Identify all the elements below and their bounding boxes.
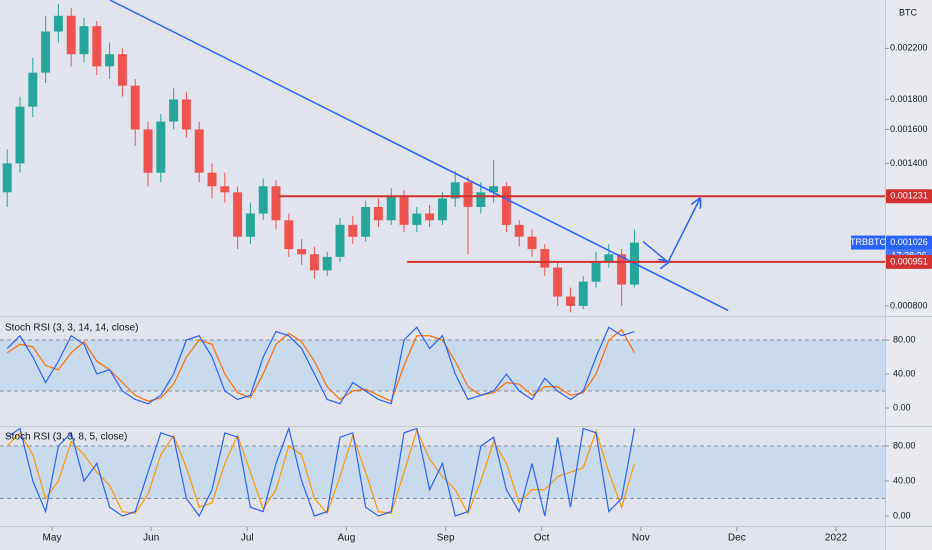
currency-label: BTC [899,7,918,17]
candle-body [105,54,115,67]
y-tick-label: 0.001600 [890,124,928,134]
trend-line [109,0,729,312]
candle-body [66,15,76,55]
candle-body [28,72,38,107]
candle-body [412,213,422,225]
candle-body [194,129,204,173]
candle-body [514,224,524,237]
candle-body [540,249,550,268]
y-tick-label: 40.00 [893,368,916,378]
candle-body [79,26,89,55]
candle-body [297,249,307,255]
projection-arrow [642,198,700,262]
x-tick-label: Jun [143,533,159,544]
candle-body [373,206,383,221]
x-tick-label: 2022 [825,533,848,544]
y-tick-label: 40.00 [893,475,916,485]
plot-background [0,0,885,550]
y-tick-label: 0.001400 [890,158,928,168]
candle-body [501,186,511,225]
candle-body [386,196,396,221]
candle-body [271,186,281,221]
x-tick-label: Nov [632,533,650,544]
y-tick-label: 0.001800 [890,94,928,104]
candle-body [437,198,447,221]
candle-body [233,192,243,237]
symbol-box [851,235,885,250]
y-tick-label: 0.000800 [890,300,928,310]
y-tick-label: 0.002200 [890,43,928,53]
candle-body [348,224,358,237]
y-tick-label: 0.00 [893,510,911,520]
candle-body [92,26,102,67]
candle-body [2,163,12,193]
candle-body [220,186,230,193]
x-tick-label: Aug [338,533,356,544]
price-label-box [886,235,932,250]
x-tick-label: Oct [534,533,550,544]
candle-body [425,213,435,221]
candle-body [258,186,268,214]
stoch-line [6,428,636,515]
price-label: 0.000951 [890,256,928,266]
x-tick-label: Dec [728,533,746,544]
price-label: 0.001231 [890,191,928,201]
price-label: 0.001026 [890,237,928,247]
candle-body [463,182,473,207]
price-label-box [886,254,932,269]
price-axis [885,0,932,550]
y-tick-label: 80.00 [893,440,916,450]
stoch-line [6,328,635,403]
candle-body [169,99,179,122]
candle-body [245,213,255,237]
stoch-line [6,426,636,518]
candle-body [604,254,614,263]
candle-body [527,236,537,250]
x-tick-label: Jul [241,533,254,544]
candle-body [181,99,191,130]
y-tick-label: 80.00 [893,334,916,344]
pane-title: Stoch RSI (3, 3, 14, 14, close) [5,323,138,334]
candle-body [15,106,25,164]
candle-body [41,31,51,73]
x-tick-label: May [43,533,62,544]
band-fill [0,445,885,499]
candle-body [207,172,217,187]
candle-body [361,206,371,237]
stoch-line [6,326,635,405]
candle-body [130,85,140,130]
band-fill [0,340,885,392]
candle-body [284,220,294,250]
symbol-label: TRBBTC [850,237,887,247]
candle-body [143,129,153,173]
candle-body [156,121,166,173]
candle-body [617,254,627,285]
candle-body [553,267,563,297]
candle-body [450,182,460,199]
candle-body [489,186,499,193]
candle-body [399,196,409,225]
y-tick-label: 0.00 [893,402,911,412]
candle-body [476,192,486,207]
candle-body [591,262,601,282]
candle-body [578,281,588,306]
candle-body [309,254,319,271]
candle-body [322,256,332,271]
pane-title: Stoch RSI (3, 3, 8, 5, close) [5,432,127,443]
candle-body [53,15,63,32]
x-tick-label: Sep [437,533,455,544]
candle-body [565,296,575,306]
price-label-box [886,189,932,204]
candle-body [117,54,127,86]
candle-body [335,224,345,257]
